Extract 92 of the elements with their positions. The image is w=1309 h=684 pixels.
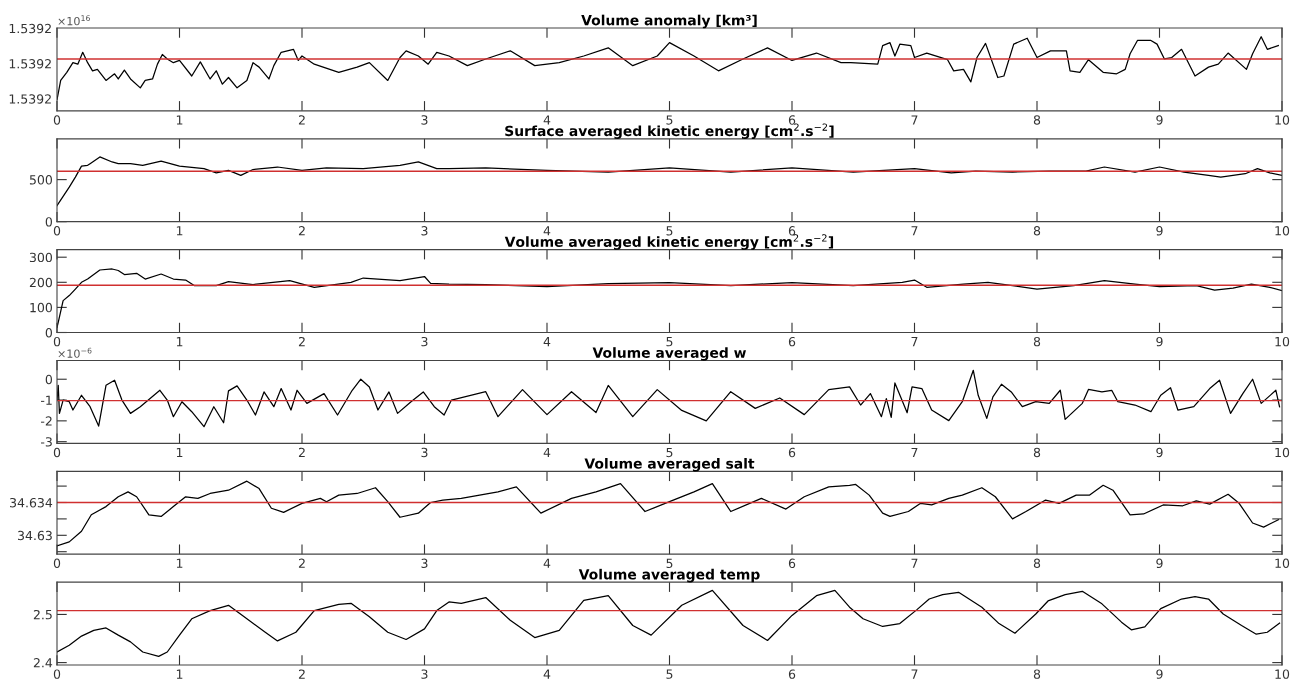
x-tick-label: 10 — [1275, 447, 1290, 458]
x-tick-label: 9 — [1156, 115, 1163, 125]
x-tick-label: 4 — [543, 669, 551, 679]
x-tick-label: 2 — [298, 115, 305, 125]
x-tick-label: 0 — [53, 336, 61, 347]
text: 1.5392 — [9, 23, 51, 34]
x-tick-label: 7 — [911, 115, 918, 125]
y-tick-label: 0 — [45, 327, 52, 338]
x-tick-label: 0 — [53, 558, 61, 569]
x-tick-label: 1 — [176, 226, 183, 236]
x-tick-label: 9 — [1156, 447, 1163, 458]
x-tick-label: 5 — [666, 669, 673, 679]
y-tick-label: -2 — [40, 416, 52, 426]
x-tick-label: 0 — [53, 226, 61, 236]
x-tick-label: 10 — [1275, 336, 1290, 347]
x-tick-label: 5 — [666, 115, 673, 125]
x-tick-label: 8 — [1033, 336, 1041, 347]
x-tick-label: 1 — [176, 337, 183, 347]
x-tick-label: 5 — [666, 447, 673, 458]
x-tick-label: 3 — [421, 336, 428, 347]
x-tick-label: 10 — [1275, 115, 1290, 125]
x-tick-label: 10 — [1275, 669, 1290, 679]
x-tick-label: 7 — [911, 447, 918, 457]
text: 1.5392 — [9, 59, 51, 69]
x-tick-label: 6 — [788, 336, 796, 347]
x-tick-label: 10 — [1275, 226, 1290, 236]
x-tick-label: 3 — [421, 558, 428, 569]
x-tick-label: 3 — [421, 115, 428, 125]
x-tick-label: 3 — [421, 447, 428, 458]
text: ×10$^{16}$ — [58, 15, 90, 26]
y-tick-label: 200 — [29, 277, 52, 288]
y-tick-label: 300 — [29, 252, 52, 263]
x-tick-label: 1 — [176, 447, 183, 457]
y-tick-label: 2.4 — [33, 658, 53, 668]
x-tick-label: 8 — [1033, 447, 1041, 458]
x-tick-label: 4 — [543, 226, 551, 236]
chart-title: Volume averaged w — [592, 347, 746, 361]
x-tick-label: 4 — [543, 337, 551, 347]
x-tick-label: 5 — [666, 558, 673, 569]
x-tick-label: 7 — [911, 669, 918, 679]
text: ×10$^{−6}$ — [58, 347, 92, 358]
chart-title: Volume averaged temp — [578, 568, 760, 583]
y-tick-label: 500 — [29, 175, 52, 185]
x-tick-label: 8 — [1033, 226, 1041, 236]
x-tick-label: 0 — [53, 669, 61, 679]
x-tick-label: 3 — [421, 226, 428, 236]
chart-title: Volume anomaly [km³] — [581, 14, 757, 29]
line-series — [57, 480, 1279, 547]
x-tick-label: 1 — [176, 558, 183, 568]
y-tick-label: 0 — [45, 217, 52, 227]
x-tick-label: 2 — [298, 336, 305, 347]
x-tick-label: 2 — [298, 447, 305, 457]
x-tick-label: 8 — [1033, 115, 1041, 125]
y-tick-label: 2.5 — [33, 609, 52, 620]
x-tick-label: 8 — [1033, 558, 1041, 569]
y-tick-label: 0 — [45, 374, 52, 385]
x-tick-label: 4 — [543, 447, 551, 457]
x-tick-label: 1 — [176, 669, 183, 679]
x-tick-label: 6 — [788, 447, 796, 458]
x-tick-label: 4 — [543, 115, 551, 125]
x-tick-label: 2 — [298, 669, 305, 679]
line-series — [57, 589, 1281, 657]
x-tick-label: 2 — [298, 558, 305, 568]
x-tick-label: 6 — [788, 558, 796, 569]
x-tick-label: 6 — [788, 115, 796, 125]
y-tick-label: 34.63 — [18, 530, 52, 541]
x-tick-label: 6 — [788, 669, 796, 679]
x-tick-label: 7 — [911, 558, 918, 568]
x-tick-label: 9 — [1156, 669, 1163, 679]
x-tick-label: 0 — [53, 447, 61, 458]
x-tick-label: 1 — [176, 115, 183, 125]
x-tick-label: 9 — [1156, 226, 1163, 236]
x-tick-label: 3 — [421, 669, 428, 679]
x-tick-label: 0 — [53, 115, 61, 125]
x-tick-label: 5 — [666, 226, 673, 236]
y-tick-label: -1 — [40, 395, 52, 405]
x-tick-label: 6 — [788, 226, 796, 236]
x-tick-label: 10 — [1275, 558, 1290, 569]
x-tick-label: 9 — [1156, 558, 1163, 569]
text: 1.5392 — [9, 94, 51, 104]
y-tick-label: 34.634 — [10, 497, 53, 508]
chart-title: Volume averaged salt — [584, 458, 755, 472]
x-tick-label: 7 — [911, 226, 918, 236]
y-tick-label: 100 — [30, 302, 52, 313]
x-tick-label: 4 — [543, 558, 551, 568]
x-tick-label: 2 — [298, 226, 305, 236]
y-tick-label: -3 — [40, 437, 52, 447]
line-series — [57, 369, 1281, 428]
x-tick-label: 7 — [911, 337, 918, 347]
x-tick-label: 9 — [1156, 336, 1163, 347]
x-tick-label: 5 — [666, 337, 673, 347]
x-tick-label: 8 — [1033, 669, 1041, 679]
